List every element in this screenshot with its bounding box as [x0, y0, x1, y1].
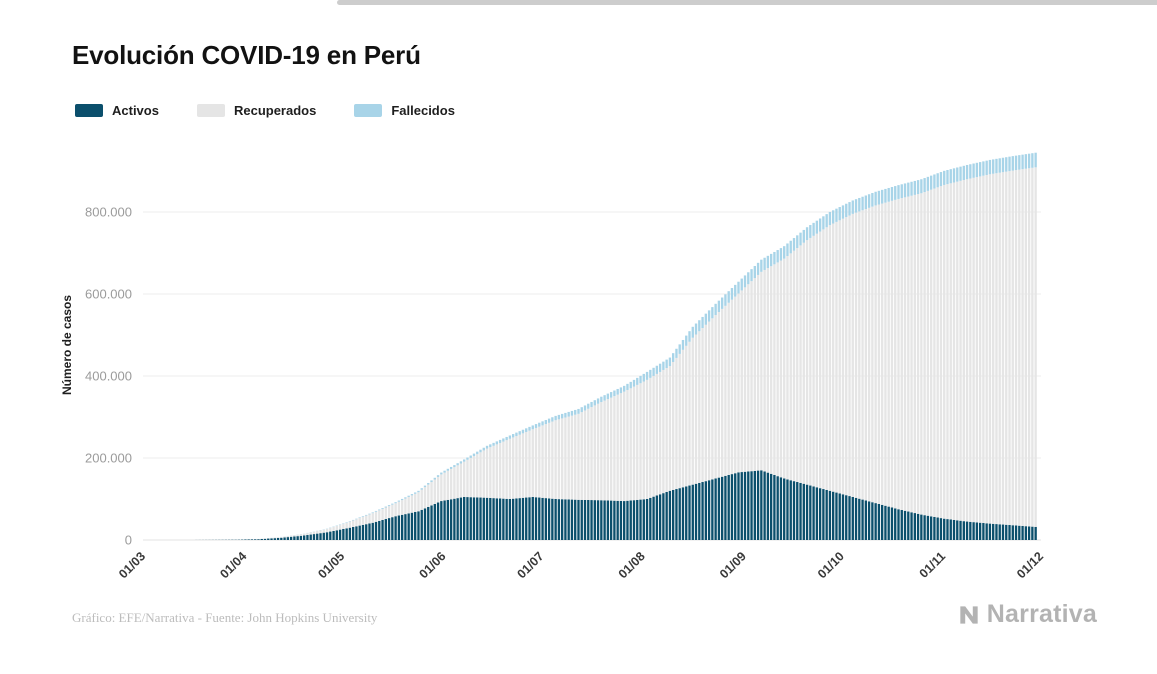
svg-text:01/12: 01/12 [1014, 549, 1046, 581]
narrativa-logo: Narrativa [956, 600, 1097, 629]
legend-label-activos: Activos [112, 103, 159, 118]
svg-text:200.000: 200.000 [85, 451, 132, 466]
svg-text:01/11: 01/11 [917, 549, 949, 581]
top-scrollbar[interactable] [337, 0, 1157, 5]
narrativa-logo-icon [960, 605, 978, 624]
svg-text:01/06: 01/06 [417, 549, 449, 581]
legend-label-fallecidos: Fallecidos [391, 103, 455, 118]
svg-text:01/09: 01/09 [717, 549, 749, 581]
legend-item-recuperados[interactable]: Recuperados [196, 103, 317, 118]
legend-item-activos[interactable]: Activos [75, 103, 159, 118]
svg-text:01/07: 01/07 [514, 549, 546, 581]
legend-label-recuperados: Recuperados [233, 103, 317, 118]
svg-text:01/10: 01/10 [815, 549, 847, 581]
legend-swatch-activos [75, 104, 103, 117]
legend: Activos Recuperados Fallecidos [75, 103, 455, 118]
legend-item-fallecidos[interactable]: Fallecidos [354, 103, 455, 118]
narrativa-wordmark: Narrativa [986, 600, 1097, 628]
legend-swatch-fallecidos [354, 104, 383, 117]
stacked-bar-chart: 0 200.000 400.000 600.000 800.000 01/03 01/04 0… [0, 130, 1157, 610]
svg-text:400.000: 400.000 [85, 369, 132, 384]
source-credit: Gráfico: EFE/Narrativa - Fuente: John Ho… [72, 610, 378, 625]
svg-text:01/04: 01/04 [217, 549, 249, 581]
svg-text:01/08: 01/08 [616, 549, 648, 581]
legend-swatch-recuperados [196, 104, 225, 117]
svg-text:0: 0 [125, 533, 132, 548]
page-title: Evolución COVID-19 en Perú [72, 40, 421, 70]
svg-text:800.000: 800.000 [85, 205, 132, 220]
svg-text:01/05: 01/05 [315, 549, 347, 581]
svg-text:Número de casos: Número de casos [60, 295, 74, 395]
svg-text:01/03: 01/03 [116, 549, 148, 581]
svg-text:600.000: 600.000 [85, 287, 132, 302]
chart-canvas: 0 200.000 400.000 600.000 800.000 01/03 01/04 0… [60, 152, 1046, 581]
